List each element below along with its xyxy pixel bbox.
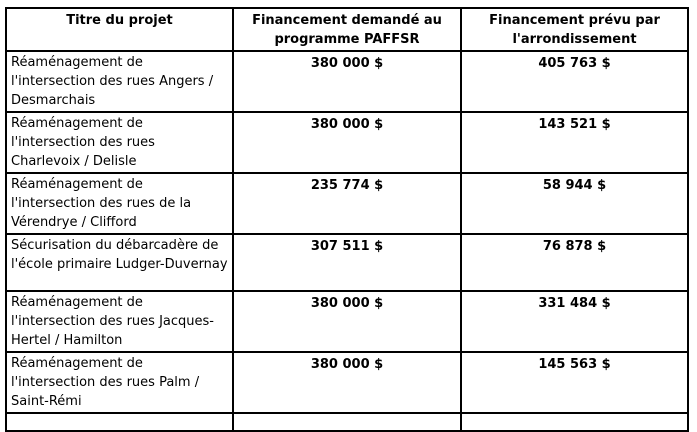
planned-amount-cell: 143 521 $ [460, 111, 689, 174]
project-row: Sécurisation du débarcadère de l'école p… [5, 233, 689, 292]
project-title-cell: Réaménagement de l'intersection des rues… [5, 50, 234, 113]
planned-amount-cell: 76 878 $ [460, 233, 689, 292]
project-title-cell: Sécurisation du débarcadère de l'école p… [5, 233, 234, 292]
project-title-cell: Réaménagement de l'intersection des rues… [5, 351, 234, 414]
spacer-cell [232, 412, 462, 432]
requested-amount-cell: 380 000 $ [232, 351, 462, 414]
project-title-cell: Réaménagement de l'intersection des rues… [5, 290, 234, 353]
requested-amount-cell: 380 000 $ [232, 50, 462, 113]
financing-table: Titre du projet Financement demandé au p… [5, 7, 689, 432]
project-row: Réaménagement de l'intersection des rues… [5, 172, 689, 235]
project-row: Réaménagement de l'intersection des rues… [5, 50, 689, 113]
header-cell-borough-funding: Financement prévu par l'arrondissement [460, 7, 689, 52]
project-row: Réaménagement de l'intersection des rues… [5, 290, 689, 353]
planned-amount-cell: 145 563 $ [460, 351, 689, 414]
header-cell-project-title: Titre du projet [5, 7, 234, 52]
project-row: Réaménagement de l'intersection des rues… [5, 351, 689, 414]
planned-amount-cell: 331 484 $ [460, 290, 689, 353]
requested-amount-cell: 380 000 $ [232, 290, 462, 353]
requested-amount-cell: 235 774 $ [232, 172, 462, 235]
project-title-cell: Réaménagement de l'intersection des rues… [5, 172, 234, 235]
project-row: Réaménagement de l'intersection des rues… [5, 111, 689, 174]
spacer-row [5, 412, 689, 432]
table-header-row: Titre du projet Financement demandé au p… [5, 7, 689, 52]
requested-amount-cell: 380 000 $ [232, 111, 462, 174]
spacer-cell [5, 412, 234, 432]
spacer-cell [460, 412, 689, 432]
planned-amount-cell: 58 944 $ [460, 172, 689, 235]
planned-amount-cell: 405 763 $ [460, 50, 689, 113]
project-title-cell: Réaménagement de l'intersection des rues… [5, 111, 234, 174]
requested-amount-cell: 307 511 $ [232, 233, 462, 292]
header-cell-requested-funding: Financement demandé au programme PAFFSR [232, 7, 462, 52]
